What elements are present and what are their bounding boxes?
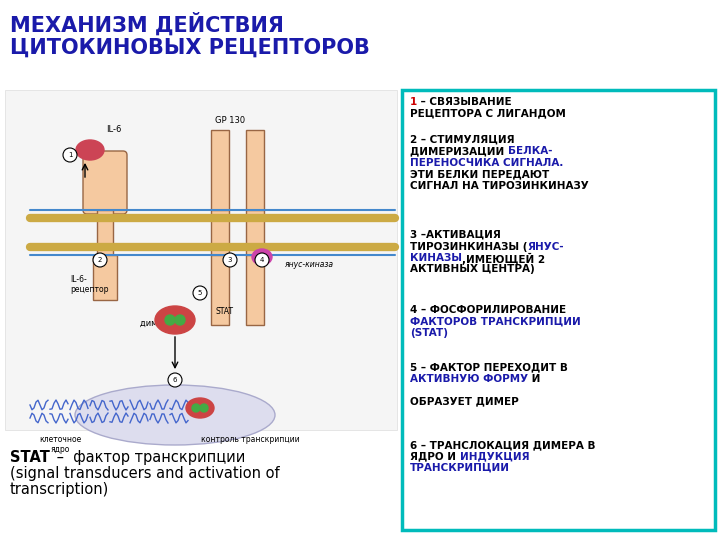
Text: ОБРАЗУЕТ ДИМЕР: ОБРАЗУЕТ ДИМЕР [410, 396, 518, 407]
FancyBboxPatch shape [83, 151, 127, 214]
Text: –  фактор транскрипции: – фактор транскрипции [52, 450, 246, 465]
Text: СИГНАЛ НА ТИРОЗИНКИНАЗУ: СИГНАЛ НА ТИРОЗИНКИНАЗУ [410, 181, 589, 191]
Text: (signal transducers and activation of: (signal transducers and activation of [10, 466, 279, 481]
Circle shape [200, 404, 208, 412]
Ellipse shape [155, 306, 195, 334]
Text: янус-киназа: янус-киназа [285, 260, 334, 269]
Text: АКТИВНУЮ ФОРМУ: АКТИВНУЮ ФОРМУ [410, 374, 528, 383]
Text: 6: 6 [173, 377, 177, 383]
FancyBboxPatch shape [246, 130, 264, 210]
Ellipse shape [75, 385, 275, 445]
FancyBboxPatch shape [211, 130, 229, 210]
Circle shape [63, 148, 77, 162]
Circle shape [223, 253, 237, 267]
Text: клеточное
ядро: клеточное ядро [39, 435, 81, 454]
Text: 6 – ТРАНСЛОКАЦИЯ ДИМЕРА В: 6 – ТРАНСЛОКАЦИЯ ДИМЕРА В [410, 440, 595, 450]
Text: STAT: STAT [215, 307, 233, 316]
Ellipse shape [186, 398, 214, 418]
Text: IL-6-
рецептор: IL-6- рецептор [70, 275, 109, 294]
Text: 1: 1 [68, 152, 72, 158]
Text: 2 – СТИМУЛЯЦИЯ: 2 – СТИМУЛЯЦИЯ [410, 135, 515, 145]
Text: 4: 4 [260, 257, 264, 263]
Text: transcription): transcription) [10, 482, 109, 497]
Text: ТРАНСКРИПЦИИ: ТРАНСКРИПЦИИ [410, 463, 510, 473]
FancyBboxPatch shape [93, 255, 117, 300]
Text: 3: 3 [228, 257, 233, 263]
Text: МЕХАНИЗМ ДЕЙСТВИЯ: МЕХАНИЗМ ДЕЙСТВИЯ [10, 12, 284, 35]
Circle shape [255, 253, 269, 267]
FancyBboxPatch shape [97, 210, 113, 255]
Circle shape [168, 373, 182, 387]
Text: ДИМЕРИЗАЦИИ: ДИМЕРИЗАЦИИ [410, 146, 508, 157]
Text: ЯНУС-: ЯНУС- [528, 241, 564, 252]
Text: 5 – ФАКТОР ПЕРЕХОДИТ В: 5 – ФАКТОР ПЕРЕХОДИТ В [410, 362, 568, 372]
Text: IL-6: IL-6 [106, 125, 122, 134]
Text: ИНДУКЦИЯ: ИНДУКЦИЯ [459, 451, 529, 462]
Text: – СВЯЗЫВАНИЕ: – СВЯЗЫВАНИЕ [418, 97, 512, 107]
Circle shape [93, 253, 107, 267]
FancyBboxPatch shape [246, 210, 264, 255]
Text: 1: 1 [410, 97, 418, 107]
Circle shape [175, 315, 185, 325]
Text: КИНАЗЫ: КИНАЗЫ [410, 253, 462, 263]
Text: GP 130: GP 130 [215, 116, 245, 125]
Circle shape [193, 286, 207, 300]
Text: 2: 2 [98, 257, 102, 263]
FancyBboxPatch shape [211, 255, 229, 325]
Circle shape [192, 404, 200, 412]
Ellipse shape [252, 249, 272, 265]
Text: АКТИВНЫХ ЦЕНТРА): АКТИВНЫХ ЦЕНТРА) [410, 265, 535, 274]
FancyBboxPatch shape [246, 255, 264, 325]
Text: 3 –АКТИВАЦИЯ: 3 –АКТИВАЦИЯ [410, 230, 501, 240]
Text: ,ИМЕЮЩЕЙ 2: ,ИМЕЮЩЕЙ 2 [462, 253, 545, 265]
Text: ТИРОЗИНКИНАЗЫ (: ТИРОЗИНКИНАЗЫ ( [410, 241, 528, 252]
Text: БЕЛКА-: БЕЛКА- [508, 146, 552, 157]
FancyBboxPatch shape [402, 90, 715, 530]
Text: ЭТИ БЕЛКИ ПЕРЕДАЮТ: ЭТИ БЕЛКИ ПЕРЕДАЮТ [410, 170, 549, 179]
Text: ФАКТОРОВ ТРАНСКРИПЦИИ: ФАКТОРОВ ТРАНСКРИПЦИИ [410, 316, 581, 327]
FancyBboxPatch shape [211, 210, 229, 255]
Text: (STAT): (STAT) [410, 328, 448, 338]
Text: 4 – ФОСФОРИЛИРОВАНИЕ: 4 – ФОСФОРИЛИРОВАНИЕ [410, 305, 566, 315]
Text: 5: 5 [198, 290, 202, 296]
FancyBboxPatch shape [5, 90, 397, 430]
Text: ПЕРЕНОСЧИКА СИГНАЛА.: ПЕРЕНОСЧИКА СИГНАЛА. [410, 158, 563, 168]
Text: контроль транскрипции: контроль транскрипции [201, 435, 300, 444]
Text: димер STAT: димер STAT [140, 319, 190, 327]
Text: ЯДРО И: ЯДРО И [410, 451, 459, 462]
Text: STAT: STAT [10, 450, 50, 465]
Text: РЕЦЕПТОРА С ЛИГАНДОМ: РЕЦЕПТОРА С ЛИГАНДОМ [410, 109, 566, 118]
Text: ЦИТОКИНОВЫХ РЕЦЕПТОРОВ: ЦИТОКИНОВЫХ РЕЦЕПТОРОВ [10, 38, 370, 58]
Circle shape [165, 315, 175, 325]
Text: И: И [528, 374, 541, 383]
Ellipse shape [76, 140, 104, 160]
